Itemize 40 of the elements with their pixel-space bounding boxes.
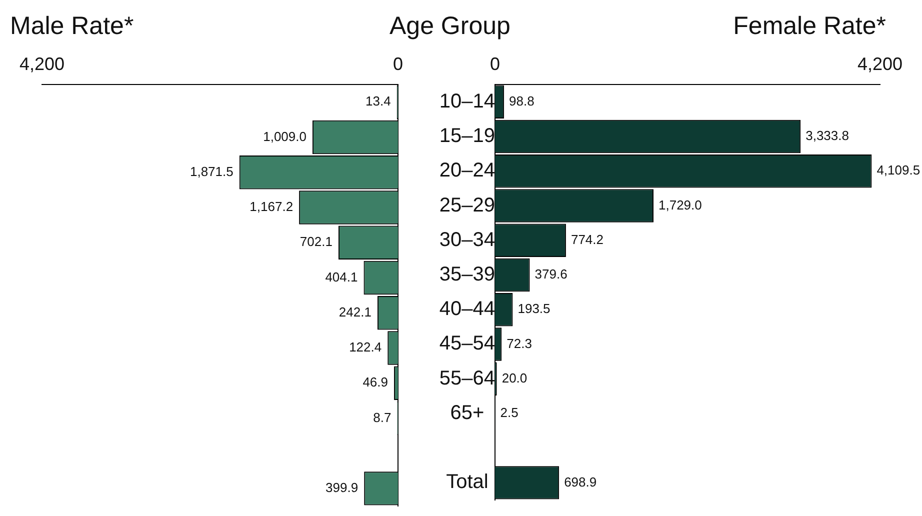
chart-title: Male Rate*	[10, 12, 134, 41]
y-tick-label: 35–39	[439, 264, 496, 286]
data-label: 698.9	[564, 474, 597, 490]
y-tick-label: 55–64	[439, 367, 496, 390]
data-label: 774.2	[570, 232, 604, 247]
y-tick-label: 45–54	[439, 332, 496, 355]
data-label: 404.1	[325, 269, 358, 284]
data-label: 242.1	[338, 304, 372, 320]
x-tick-label: 4,200	[857, 54, 903, 74]
data-label: 72.3	[506, 336, 532, 351]
y-tick-label: 30–34	[439, 228, 496, 251]
x-tick-label: 4,200	[19, 54, 65, 74]
y-tick-label: 65+	[450, 402, 484, 424]
data-label: 46.9	[362, 374, 388, 390]
data-label: 13.4	[366, 94, 391, 109]
y-tick-label: 20–24	[439, 160, 496, 182]
data-label: 4,109.5	[876, 162, 920, 178]
data-label: 1,167.2	[250, 199, 294, 214]
y-tick-label: 10–14	[439, 90, 496, 112]
data-label: 122.4	[349, 340, 382, 355]
data-label: 98.8	[509, 93, 534, 108]
x-tick-label: 0	[392, 54, 403, 74]
data-label: 1,729.0	[658, 197, 702, 212]
y-tick-label: 15–19	[439, 125, 496, 148]
y-tick-label: Total	[446, 471, 488, 494]
data-label: 379.6	[534, 266, 568, 282]
x-tick-label: 0	[490, 54, 500, 74]
y-tick-label: 40–44	[439, 298, 496, 320]
data-label: 20.0	[502, 370, 528, 386]
data-label: 1,009.0	[263, 128, 306, 144]
data-label: 8.7	[373, 410, 392, 425]
data-label: 2.5	[500, 405, 518, 420]
data-label: 193.5	[518, 301, 550, 316]
y-tick-label: 25–29	[439, 194, 496, 216]
data-label: 1,871.5	[190, 164, 234, 179]
data-label: 702.1	[300, 234, 332, 250]
data-label: 399.9	[326, 480, 358, 496]
data-label: 3,333.8	[806, 128, 849, 144]
y-axis-title: Age Group	[390, 12, 510, 41]
chart-title: Female Rate*	[733, 12, 886, 41]
